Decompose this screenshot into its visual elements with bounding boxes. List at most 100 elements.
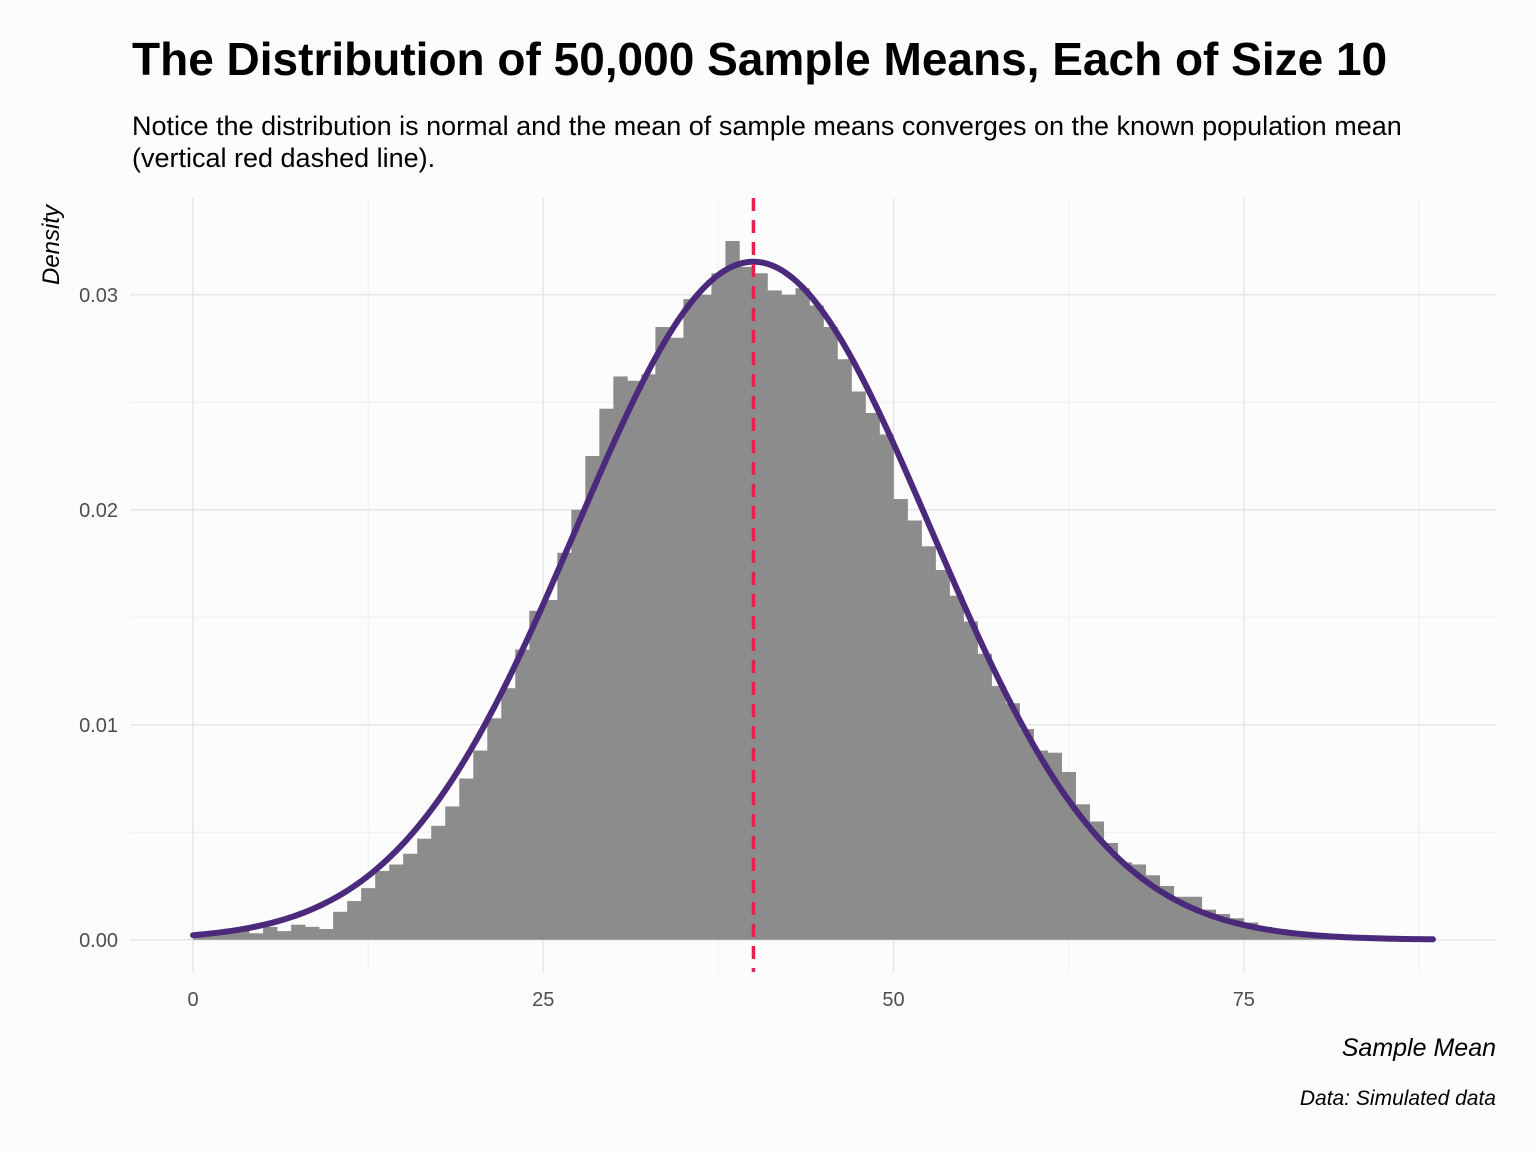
histogram-bar	[291, 924, 299, 940]
histogram-bar	[970, 621, 978, 940]
histogram-bar	[753, 273, 761, 940]
histogram-bar	[529, 610, 537, 940]
histogram-bar	[382, 870, 390, 940]
histogram-bar	[893, 499, 901, 940]
histogram-bar	[522, 649, 530, 940]
histogram-bar	[249, 933, 257, 940]
histogram-bar	[221, 931, 229, 940]
histogram-bar	[732, 241, 740, 940]
histogram-bar	[984, 653, 992, 940]
histogram-bar	[1145, 875, 1154, 940]
histogram-bar	[1187, 896, 1196, 940]
histogram-bar	[879, 434, 887, 940]
histogram-bar	[767, 290, 775, 940]
histogram-bar	[676, 337, 684, 940]
x-tick-label: 50	[882, 989, 904, 1011]
histogram-bar	[228, 931, 236, 940]
y-tick-label: 0.01	[79, 715, 118, 737]
histogram-bar	[361, 888, 369, 940]
x-tick-label: 25	[532, 989, 554, 1011]
histogram-bar	[466, 778, 474, 940]
histogram-bar	[739, 266, 747, 940]
histogram-bar	[844, 359, 852, 940]
histogram-bar	[928, 546, 936, 940]
chart-caption: Data: Simulated data	[1299, 1087, 1496, 1110]
histogram-bar	[718, 273, 726, 940]
histogram-bar	[963, 621, 971, 940]
histogram-bar	[319, 929, 327, 940]
histogram-bar	[214, 933, 222, 940]
histogram-bar	[1068, 772, 1076, 940]
histogram-bar	[942, 569, 950, 940]
chart-subtitle-line-1: Notice the distribution is normal and th…	[132, 111, 1402, 141]
histogram-bars	[193, 241, 1427, 940]
histogram-bar	[606, 408, 614, 940]
histogram-bar	[1208, 909, 1217, 940]
histogram-bar	[802, 288, 810, 940]
histogram-bar	[585, 456, 593, 940]
histogram-bar	[1019, 729, 1027, 940]
histogram-bar	[445, 806, 453, 940]
histogram-bar	[991, 686, 999, 940]
histogram-bar	[494, 718, 502, 940]
histogram-bar	[683, 299, 691, 940]
histogram-bar	[1264, 926, 1273, 940]
histogram-bar	[326, 929, 334, 940]
histogram-bar	[1173, 896, 1182, 940]
histogram-bar	[1243, 922, 1252, 940]
histogram-bar	[830, 327, 838, 940]
histogram-bar	[648, 374, 656, 940]
histogram-bar	[907, 520, 915, 940]
histogram-bar	[851, 391, 859, 940]
histogram-bar	[438, 825, 446, 940]
histogram-bar	[816, 305, 824, 940]
histogram-bar	[389, 864, 397, 940]
tick-labels: 0 25 50 75 0.00 0.01 0.02 0.03	[79, 285, 1255, 1011]
histogram-bar	[956, 595, 964, 940]
histogram-bar	[1201, 909, 1210, 940]
histogram-bar	[459, 778, 467, 940]
histogram-bar	[914, 520, 922, 940]
histogram-bar	[368, 888, 376, 940]
histogram-bar	[396, 864, 404, 940]
histogram-bar	[760, 273, 768, 940]
histogram-bar	[655, 327, 663, 940]
histogram-bar	[697, 294, 705, 940]
histogram-bar	[1250, 922, 1259, 940]
histogram-bar	[200, 935, 208, 940]
histogram-bar	[1215, 913, 1224, 940]
histogram-bar	[487, 718, 495, 940]
histogram-bar	[263, 926, 271, 940]
histogram-bar	[1110, 843, 1119, 940]
histogram-bar	[774, 290, 782, 940]
histogram-bar	[1138, 864, 1147, 940]
histogram-bar	[725, 241, 733, 940]
histogram-bar	[613, 376, 621, 940]
histogram-bar	[1061, 772, 1069, 940]
histogram-bar	[1194, 896, 1203, 940]
histogram-bar	[837, 359, 845, 940]
histogram-bar	[424, 838, 432, 940]
histogram-bar	[571, 509, 579, 940]
histogram-bar	[634, 380, 642, 940]
x-tick-label: 0	[187, 989, 198, 1011]
y-tick-label: 0.00	[79, 930, 118, 952]
y-tick-label: 0.03	[79, 285, 118, 307]
histogram-bar	[823, 327, 831, 940]
histogram-bar	[592, 456, 600, 940]
histogram-bar	[872, 413, 880, 940]
histogram-bar	[564, 552, 572, 940]
histogram-bar	[270, 926, 278, 940]
histogram-bar	[375, 870, 383, 940]
histogram-bar	[305, 926, 313, 940]
histogram-bar	[620, 376, 628, 940]
histogram-bar	[242, 929, 250, 940]
histogram-bar	[417, 838, 425, 940]
histogram-bar	[1012, 703, 1020, 940]
histogram-bar	[340, 911, 348, 940]
histogram-bar	[452, 806, 460, 940]
histogram-bar	[312, 926, 320, 940]
histogram-bar	[431, 825, 439, 940]
histogram-bar	[298, 924, 306, 940]
